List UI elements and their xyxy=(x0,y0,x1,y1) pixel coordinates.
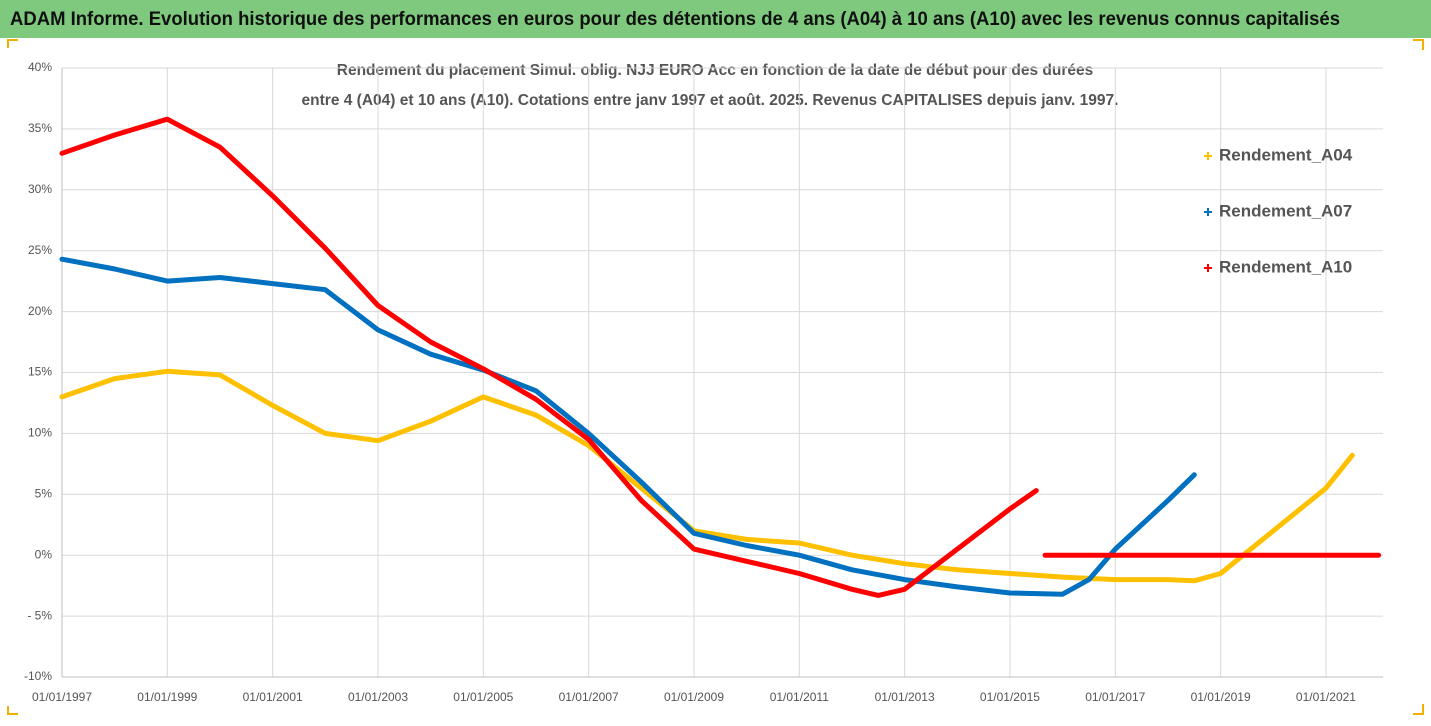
y-tick-label: 5% xyxy=(35,486,53,500)
chart-subtitle: Rendement du placement Simul. oblig. NJJ… xyxy=(337,62,1093,79)
y-tick-label: 35% xyxy=(28,121,52,135)
series-line xyxy=(59,368,1355,584)
legend-marker xyxy=(1204,208,1212,216)
legend-label: Rendement_A04 xyxy=(1219,145,1353,164)
y-tick-label: 40% xyxy=(28,60,52,74)
x-tick-label: 01/01/2005 xyxy=(453,690,513,704)
y-tick-label: 30% xyxy=(28,182,52,196)
x-tick-label: 01/01/2021 xyxy=(1296,690,1356,704)
x-tick-label: 01/01/2011 xyxy=(770,690,829,704)
header-bar xyxy=(0,0,1431,38)
x-tick-label: 01/01/2003 xyxy=(348,690,408,704)
legend-marker xyxy=(1204,152,1212,160)
legend-label: Rendement_A07 xyxy=(1219,201,1352,220)
y-tick-label: 25% xyxy=(28,243,52,257)
series-line xyxy=(59,116,1382,598)
legend-marker xyxy=(1204,264,1212,272)
x-tick-label: 01/01/2001 xyxy=(243,690,303,704)
x-tick-label: 01/01/1997 xyxy=(32,690,92,704)
x-tick-label: 01/01/1999 xyxy=(137,690,197,704)
series-line xyxy=(59,256,1197,597)
x-tick-label: 01/01/2007 xyxy=(559,690,619,704)
chart-subtitle: entre 4 (A04) et 10 ans (A10). Cotations… xyxy=(302,92,1119,109)
y-tick-label: 15% xyxy=(28,365,52,379)
legend-label: Rendement_A10 xyxy=(1219,257,1352,276)
y-tick-label: 20% xyxy=(28,304,52,318)
corner-marks xyxy=(7,39,1424,715)
y-tick-label: - 5% xyxy=(27,608,52,622)
y-tick-label: -10% xyxy=(24,669,52,683)
y-tick-label: 0% xyxy=(35,547,53,561)
x-tick-label: 01/01/2013 xyxy=(875,690,935,704)
chart-title: ADAM Informe. Evolution historique des p… xyxy=(10,8,1340,30)
y-tick-label: 10% xyxy=(28,426,52,440)
x-tick-label: 01/01/2019 xyxy=(1191,690,1251,704)
x-tick-label: 01/01/2015 xyxy=(980,690,1040,704)
x-tick-label: 01/01/2017 xyxy=(1085,690,1145,704)
x-tick-label: 01/01/2009 xyxy=(664,690,724,704)
